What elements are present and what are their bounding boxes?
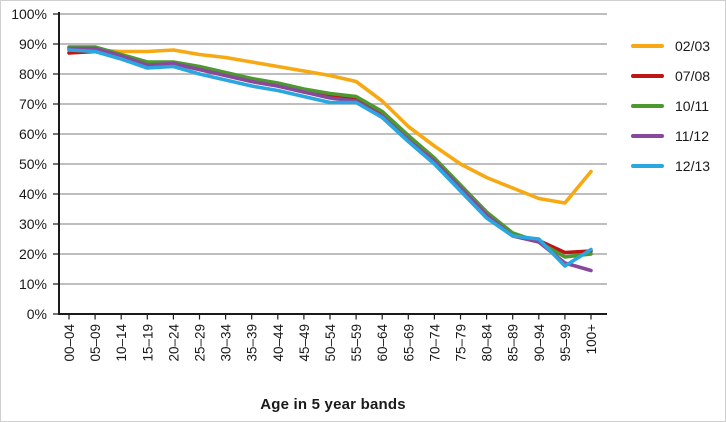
y-tick-label: 90%	[19, 36, 47, 52]
legend-label: 12/13	[675, 158, 711, 174]
legend-swatch-icon	[631, 73, 664, 79]
legend-swatch-icon	[631, 43, 664, 49]
y-tick-label: 0%	[27, 306, 47, 322]
legend-item-10-11: 10/11	[631, 91, 710, 121]
x-tick-label: 15–19	[140, 324, 155, 362]
x-tick-label: 35–39	[245, 324, 260, 362]
x-tick-label: 00–04	[62, 324, 77, 362]
x-axis-title: Age in 5 year bands	[260, 396, 406, 413]
x-tick-label: 70–74	[427, 324, 442, 362]
legend-item-07-08: 07/08	[631, 61, 710, 91]
y-tick-label: 100%	[11, 6, 47, 22]
x-tick-label: 75–79	[454, 324, 469, 362]
legend-swatch-icon	[631, 133, 664, 139]
series-line-12-13	[67, 48, 593, 268]
y-tick-label: 30%	[19, 216, 47, 232]
series-line-02-03	[67, 48, 593, 205]
legend: 02/03 07/08 10/11 11/12 12/13	[631, 31, 710, 181]
legend-label: 11/12	[675, 128, 709, 144]
y-tick-label: 10%	[19, 276, 47, 292]
x-tick-label: 55–59	[349, 324, 364, 362]
x-tick-label: 100+	[584, 324, 599, 355]
x-tick-label: 45–49	[297, 324, 312, 362]
x-tick-label: 30–34	[219, 324, 234, 362]
legend-label: 10/11	[675, 98, 709, 114]
y-tick-label: 70%	[19, 96, 47, 112]
x-tick-label: 80–84	[480, 324, 495, 362]
y-tick-label: 50%	[19, 156, 47, 172]
x-tick-label: 25–29	[193, 324, 208, 362]
x-tick-label: 90–94	[532, 324, 547, 362]
x-tick-label: 50–54	[323, 324, 338, 362]
y-tick-label: 60%	[19, 126, 47, 142]
x-tick-label: 60–64	[375, 324, 390, 362]
x-tick-label: 95–99	[558, 324, 573, 362]
legend-item-12-13: 12/13	[631, 151, 710, 181]
legend-item-02-03: 02/03	[631, 31, 710, 61]
legend-label: 07/08	[675, 68, 711, 84]
x-tick-label: 40–44	[271, 324, 286, 362]
legend-swatch-icon	[631, 163, 664, 169]
y-tick-label: 40%	[19, 186, 47, 202]
legend-swatch-icon	[631, 103, 664, 109]
x-tick-label: 10–14	[114, 324, 129, 362]
series-line-07-08	[67, 49, 593, 255]
legend-label: 02/03	[675, 38, 711, 54]
legend-item-11-12: 11/12	[631, 121, 710, 151]
x-tick-label: 20–24	[166, 324, 181, 362]
series-line-10-11	[67, 45, 593, 259]
x-tick-label: 85–89	[506, 324, 521, 362]
x-tick-label: 05–09	[88, 324, 103, 362]
y-tick-label: 80%	[19, 66, 47, 82]
y-tick-label: 20%	[19, 246, 47, 262]
x-tick-label: 65–69	[401, 324, 416, 362]
